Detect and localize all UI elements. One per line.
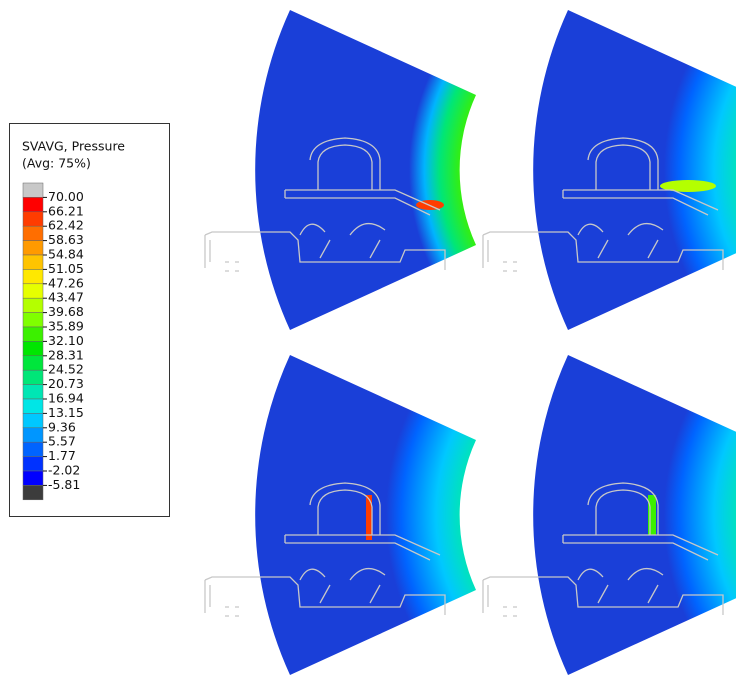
legend-label: -5.81: [48, 477, 80, 492]
color-swatch: [22, 369, 44, 385]
legend-label: 47.26: [48, 275, 84, 290]
color-swatch: [22, 413, 44, 429]
color-swatch: [22, 297, 44, 313]
legend-title: SVAVG, Pressure: [22, 139, 125, 154]
color-swatch: [22, 470, 44, 486]
contour-panel: [482, 355, 736, 675]
contour-panel: [482, 10, 736, 330]
legend-label: 70.00: [48, 189, 84, 204]
legend-label: 39.68: [48, 304, 84, 319]
color-swatch: [22, 283, 44, 299]
legend-subtitle: (Avg: 75%): [22, 156, 91, 171]
legend-label: 66.21: [48, 203, 84, 218]
color-bar: 70.0066.2162.4258.6354.8451.0547.2643.47…: [22, 182, 84, 501]
color-swatch: [22, 456, 44, 472]
color-swatch: [22, 326, 44, 342]
color-swatch: [22, 427, 44, 443]
legend-label: 1.77: [48, 448, 76, 463]
legend-label: 35.89: [48, 319, 84, 334]
color-swatch: [22, 211, 44, 227]
legend-label: 5.57: [48, 434, 76, 449]
color-swatch: [22, 355, 44, 371]
color-swatch: [22, 384, 44, 400]
color-swatch: [22, 240, 44, 256]
color-swatch: [22, 225, 44, 241]
color-swatch: [22, 254, 44, 270]
contour-panel: [204, 355, 476, 675]
legend-label: 43.47: [48, 290, 84, 305]
legend-label: 28.31: [48, 347, 84, 362]
contour-panel: [204, 10, 476, 330]
color-swatch: [22, 312, 44, 328]
color-swatch: [22, 182, 44, 198]
color-swatch: [22, 269, 44, 285]
color-swatch: [22, 197, 44, 213]
color-swatch: [22, 441, 44, 457]
legend-label: 9.36: [48, 419, 76, 434]
color-swatch: [22, 341, 44, 357]
legend-label: 54.84: [48, 247, 84, 262]
legend-label: 51.05: [48, 261, 84, 276]
legend-label: 24.52: [48, 362, 84, 377]
legend-label: 13.15: [48, 405, 84, 420]
legend-label: 62.42: [48, 218, 84, 233]
legend-label: 58.63: [48, 232, 84, 247]
legend-label: -2.02: [48, 463, 80, 478]
color-swatch: [22, 398, 44, 414]
legend-label: 16.94: [48, 391, 84, 406]
legend-label: 20.73: [48, 376, 84, 391]
legend-label: 32.10: [48, 333, 84, 348]
color-swatch: [22, 485, 44, 501]
